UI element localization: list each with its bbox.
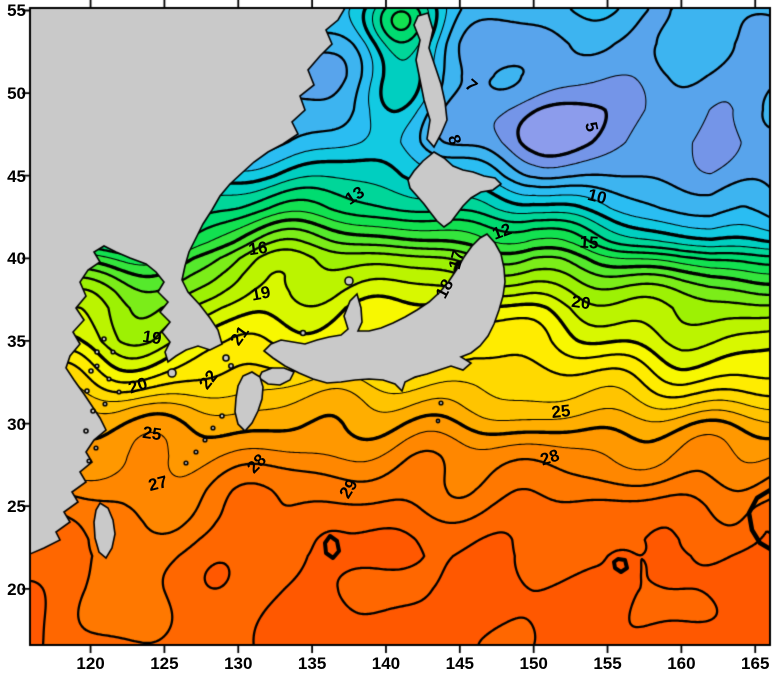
sst-contour-figure: 120 125 130 135 140 145 150 155 160 165 20 25 30 35 40… bbox=[0, 0, 772, 675]
map-canvas bbox=[0, 0, 772, 675]
